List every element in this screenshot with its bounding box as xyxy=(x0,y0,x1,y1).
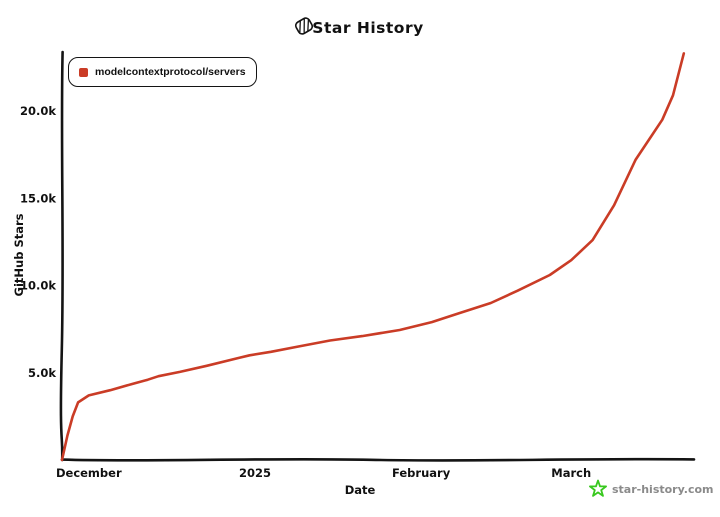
x-tick-label: December xyxy=(56,466,122,480)
scribble-icon xyxy=(294,17,314,35)
watermark[interactable]: star-history.com xyxy=(589,479,714,497)
legend-label: modelcontextprotocol/servers xyxy=(95,66,246,78)
y-axis xyxy=(59,50,64,462)
watermark-link[interactable]: star-history.com xyxy=(612,483,714,496)
legend[interactable]: modelcontextprotocol/servers xyxy=(68,57,257,87)
y-tick-label: 10.0k xyxy=(20,279,56,293)
y-axis-title: GitHub Stars xyxy=(12,213,26,296)
y-tick-label: 15.0k xyxy=(20,191,56,205)
x-tick-label: February xyxy=(392,466,451,480)
x-tick-label: 2025 xyxy=(239,466,271,480)
series-line xyxy=(60,52,686,462)
legend-marker-icon xyxy=(79,67,88,77)
x-axis-title: Date xyxy=(345,483,376,497)
y-tick-label: 20.0k xyxy=(20,104,56,118)
x-tick-label: March xyxy=(551,466,591,480)
y-tick-label: 5.0k xyxy=(28,366,56,380)
page-title: Star History xyxy=(312,19,423,37)
star-history-logo-icon xyxy=(589,479,607,497)
x-axis xyxy=(60,457,696,462)
